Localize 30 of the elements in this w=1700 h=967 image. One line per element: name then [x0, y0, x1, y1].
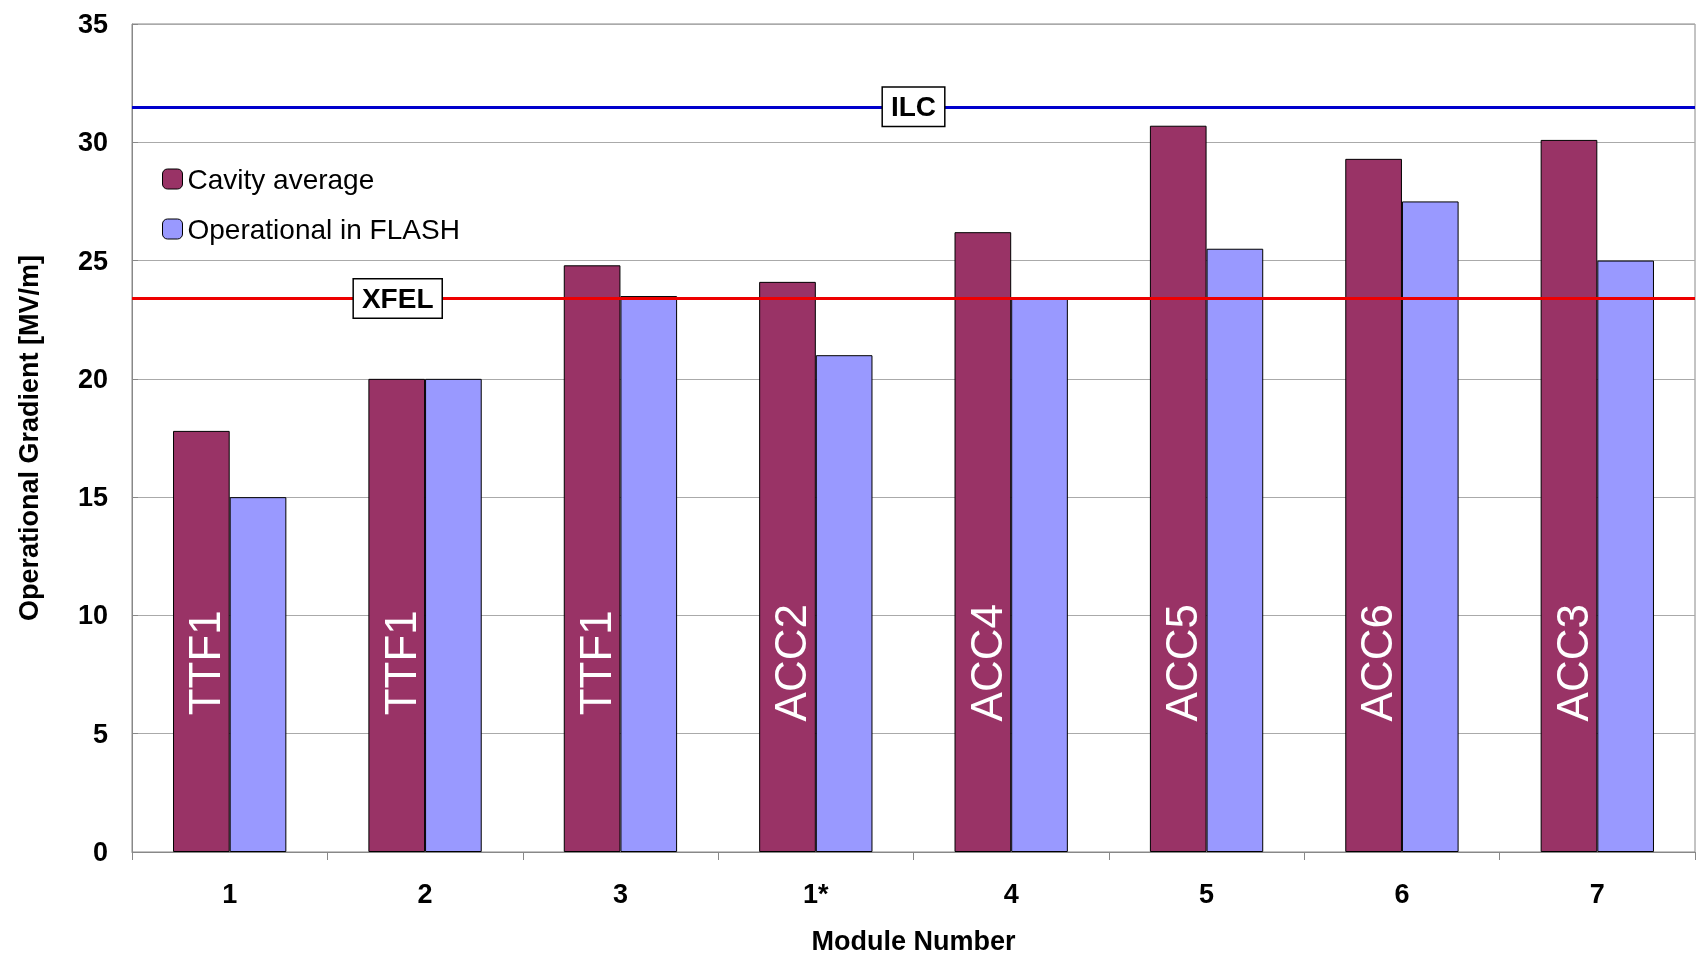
annotation: ACC4: [961, 604, 1011, 722]
ref-line-label: XFEL: [361, 282, 434, 314]
annotation: ACC5: [1157, 604, 1207, 722]
y-tick-label: 35: [77, 9, 108, 39]
annotation: ACC6: [1352, 604, 1402, 722]
x-tick-label: 1: [222, 878, 238, 909]
y-tick-label: 25: [77, 245, 108, 276]
annotation: TTF1: [375, 610, 425, 716]
annotation: TTF1: [570, 610, 620, 716]
x-tick-label: 3: [612, 878, 628, 909]
y-tick-label: 10: [77, 600, 108, 631]
x-tick-label: 7: [1589, 878, 1605, 909]
ref-line-label: ILC: [890, 91, 937, 123]
y-tick-label: 30: [77, 127, 108, 158]
x-axis-title: Module Number: [811, 925, 1016, 956]
y-tick-label: 0: [92, 837, 108, 867]
y-tick-label: 5: [92, 718, 108, 749]
x-tick-label: 5: [1199, 878, 1215, 909]
annotation: TTF1: [180, 610, 230, 716]
x-tick-label: 6: [1394, 878, 1410, 909]
annotation: ACC2: [766, 604, 816, 722]
annotation: ACC3: [1547, 604, 1597, 722]
legend-label: Cavity average: [187, 163, 375, 195]
y-tick-label: 15: [77, 482, 108, 513]
x-tick-label: 1*: [803, 878, 830, 909]
x-tick-label: 2: [417, 878, 433, 909]
y-axis-title: Operational Gradient [MV/m]: [13, 254, 44, 622]
x-tick-label: 4: [1003, 878, 1019, 909]
legend-label: Operational in FLASH: [187, 213, 460, 245]
y-tick-label: 20: [77, 363, 108, 394]
